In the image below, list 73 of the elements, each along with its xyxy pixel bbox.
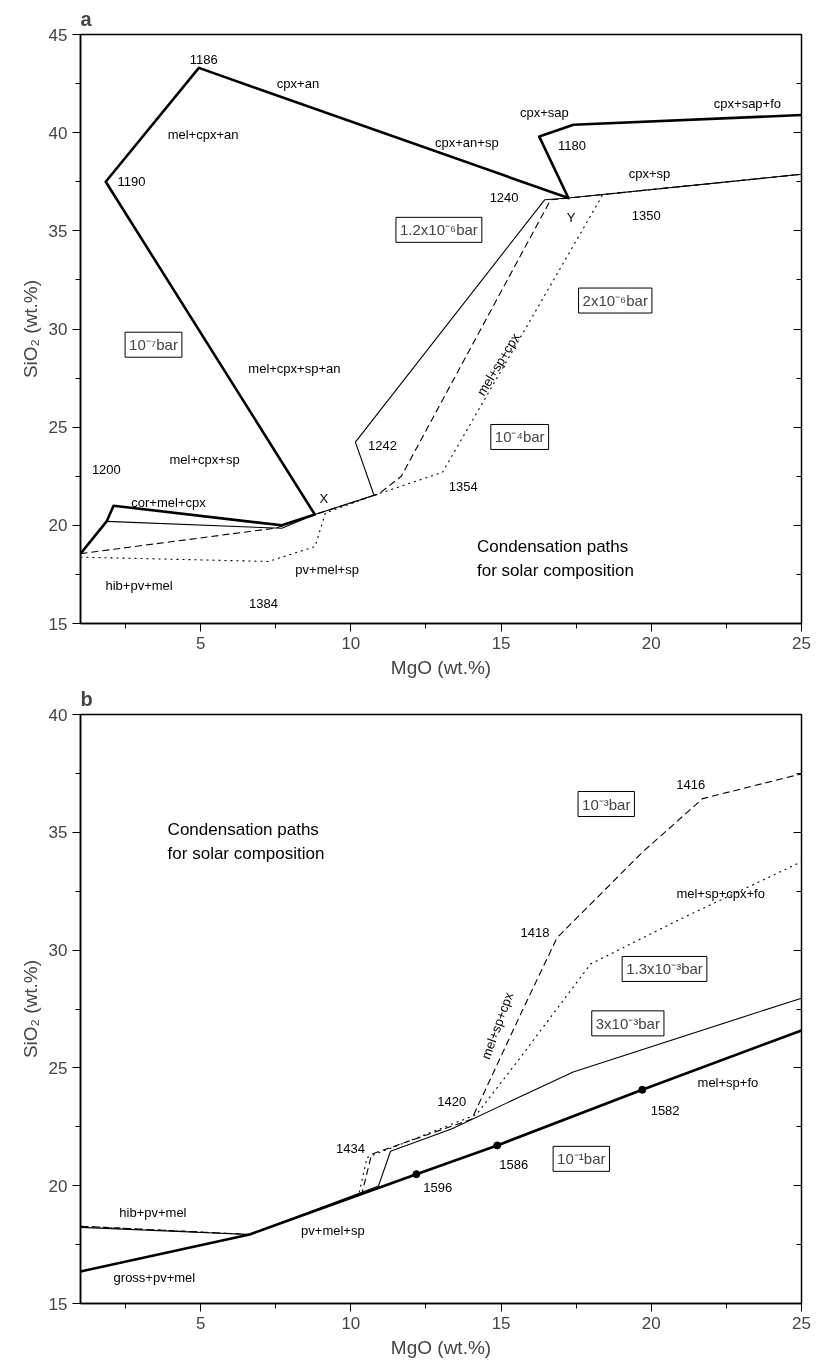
annotation: mel+sp+cpx+fo: [676, 886, 765, 902]
y-tick-label: 30: [48, 941, 68, 961]
annotation: cpx+sap+fo: [713, 95, 782, 111]
annotation: Condensation paths for solar composition: [167, 820, 325, 864]
series-label: 3x10⁻³bar: [595, 1014, 660, 1032]
annotation: mel+cpx+an: [167, 127, 239, 143]
series-label: 10⁻⁷bar: [129, 336, 178, 354]
annotation: gross+pv+mel: [113, 1270, 196, 1286]
x-tick-label: 10: [341, 1313, 361, 1333]
y-tick-label: 40: [48, 123, 68, 143]
annotation: 1420: [437, 1094, 467, 1110]
y-axis-title: SiO₂ (wt.%): [19, 959, 41, 1059]
annotation: cor+mel+cpx: [131, 494, 207, 510]
annotation: 1242: [367, 438, 397, 454]
annotation: 1384: [248, 595, 278, 611]
series-label: 1.3x10⁻³bar: [626, 960, 703, 978]
annotation: 1180: [558, 137, 586, 153]
annotation: cpx+an: [276, 76, 320, 92]
y-tick-label: 15: [48, 1294, 68, 1314]
annotation: 1350: [631, 208, 661, 224]
y-tick-label: 35: [48, 823, 68, 843]
annotation: pv+mel+sp: [301, 1222, 365, 1238]
x-tick-label: 15: [491, 1313, 511, 1333]
annotation: cpx+an+sp: [435, 134, 499, 150]
annotation: X: [319, 491, 329, 507]
annotation: 1200: [91, 461, 121, 477]
y-tick-label: 45: [48, 25, 68, 45]
annotation: cpx+sp: [628, 166, 671, 182]
annotation: mel+cpx+sp: [169, 452, 240, 468]
chart-title: b: [80, 687, 93, 710]
x-tick-label: 20: [641, 633, 661, 653]
annotation: Y: [566, 209, 576, 225]
annotation: 1418: [520, 925, 550, 941]
x-tick-label: 15: [491, 633, 511, 653]
annotation: Condensation paths for solar composition: [477, 537, 634, 581]
annotation: 1596: [423, 1179, 453, 1195]
y-tick-label: 25: [48, 1058, 68, 1078]
annotation: hib+pv+mel: [119, 1204, 187, 1220]
y-tick-label: 35: [48, 221, 68, 241]
annotation: hib+pv+mel: [105, 577, 173, 593]
annotation: 1416: [676, 776, 706, 792]
annotation: 1240: [489, 189, 519, 205]
annotation: 1586: [499, 1157, 529, 1172]
text: 10⁻³bar: [582, 795, 631, 813]
x-axis-title: MgO (wt.%): [390, 1336, 492, 1358]
y-tick-label: 20: [48, 1176, 68, 1196]
x-tick-label: 5: [195, 1313, 206, 1333]
annotation: pv+mel+sp: [295, 562, 359, 578]
x-tick-label: 5: [195, 633, 206, 653]
annotation: cpx+sap: [519, 104, 569, 120]
annotation: 1434: [336, 1140, 366, 1156]
annotation: mel+cpx+sp+an: [248, 360, 341, 376]
annotation: 1186: [189, 51, 218, 67]
x-tick-label: 25: [792, 1313, 811, 1333]
series-label: 1.2x10⁻⁶bar: [399, 221, 478, 239]
annotation: 1354: [448, 478, 478, 494]
y-tick-label: 40: [48, 705, 68, 725]
annotation: 1190: [117, 174, 146, 190]
y-tick-label: 20: [48, 516, 68, 536]
x-tick-label: 10: [341, 633, 361, 653]
x-tick-label: 20: [641, 1313, 661, 1333]
series-label: 10⁻¹bar: [557, 1150, 606, 1168]
y-tick-label: 15: [48, 614, 68, 634]
series-label: 10⁻⁴bar: [494, 428, 545, 446]
x-tick-label: 25: [792, 633, 811, 653]
y-axis-title: SiO₂ (wt.%): [19, 279, 41, 379]
x-axis-title: MgO (wt.%): [390, 656, 492, 678]
annotation: mel+sp+fo: [697, 1075, 759, 1091]
y-tick-label: 30: [48, 320, 68, 339]
y-tick-label: 25: [48, 418, 68, 438]
text: 2x10⁻⁶bar: [582, 292, 648, 310]
annotation: 1582: [650, 1103, 680, 1119]
chart-title: a: [80, 7, 93, 30]
